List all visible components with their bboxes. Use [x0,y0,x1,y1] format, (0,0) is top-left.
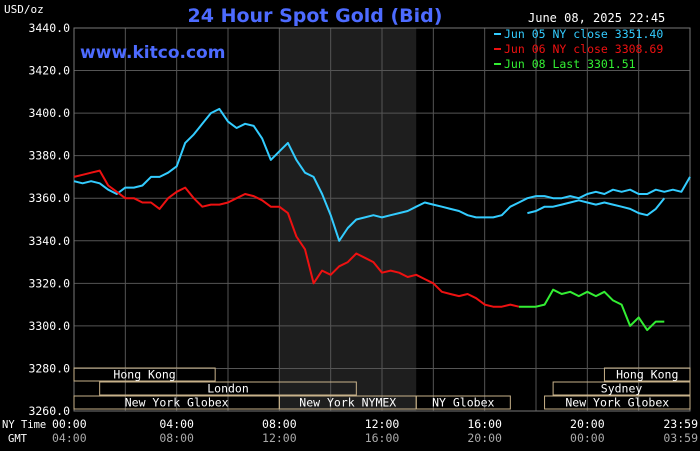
series-line [73,107,691,242]
session-box [603,367,691,382]
series-line [527,197,666,217]
x-tick-label-ny: 16:00 [467,417,502,431]
x-tick-label-ny: 08:00 [262,417,297,431]
legend-entry: Jun 06 NY close 3308.69 [504,42,663,56]
x-tick-label-gmt: 08:00 [159,431,194,445]
unit-label: USD/oz [4,3,44,16]
gmt-label: GMT [8,433,28,445]
legend-swatch [494,48,501,50]
x-tick-label-gmt: 00:00 [570,431,605,445]
session-label: London [207,382,249,396]
x-tick-label-ny: 23:59 [663,417,698,431]
session-label: NY Globex [432,396,494,410]
session-label: New York NYMEX [299,396,396,410]
y-tick-label: 3400.0 [28,106,70,120]
gridlines [73,27,691,412]
x-tick-label-ny: 04:00 [159,417,194,431]
session-box [99,381,357,396]
legend-swatch [494,33,501,35]
y-tick-label: 3300.0 [28,319,70,333]
y-tick-labels: 3260.0 3280.0 3300.0 3320.0 3340.0 3360.0 3380… [28,21,70,418]
series-lines [73,107,691,332]
session-box [552,381,691,396]
session-box [415,395,511,410]
y-tick-label: 3260.0 [28,404,70,418]
session-label: Hong Kong [616,368,678,382]
legend-entry: Jun 05 NY close 3351.40 [504,27,663,41]
series-line [73,169,520,308]
series-line [518,288,665,332]
chart-title: 24 Hour Spot Gold (Bid) [188,5,443,27]
x-tick-label-ny: 00:00 [52,417,87,431]
x-tick-label-gmt: 12:00 [262,431,297,445]
session-label: New York Globex [125,396,229,410]
chart-date: June 08, 2025 22:45 [528,11,665,25]
x-tick-label-ny: 12:00 [365,417,400,431]
y-tick-label: 3280.0 [28,361,70,375]
session-box [73,367,216,382]
x-tick-label-gmt: 16:00 [365,431,400,445]
y-tick-label: 3420.0 [28,64,70,78]
shaded-band [279,28,417,411]
legend: Jun 05 NY close 3351.40 Jun 06 NY close … [494,27,663,71]
x-tick-label-gmt: 20:00 [467,431,502,445]
y-tick-label: 3380.0 [28,149,70,163]
shaded-region [279,28,417,411]
y-tick-label: 3360.0 [28,191,70,205]
x-tick-labels: 00:0004:0004:0008:0008:0012:0012:0016:00… [52,417,698,445]
watermark-url: www.kitco.com [80,43,225,63]
ny-time-label: NY Time [2,419,46,431]
y-tick-label: 3440.0 [28,21,70,35]
session-label: New York Globex [565,396,669,410]
legend-swatch [494,63,501,65]
session-label: Sydney [601,382,643,396]
x-tick-label-ny: 20:00 [570,417,605,431]
y-tick-label: 3340.0 [28,234,70,248]
plot-border [73,27,691,412]
x-tick-label-gmt: 03:59 [663,431,698,445]
session-box [544,395,691,410]
legend-entry: Jun 08 Last 3301.51 [504,57,636,71]
session-label: Hong Kong [113,368,175,382]
y-tick-label: 3320.0 [28,276,70,290]
x-tick-label-gmt: 04:00 [52,431,87,445]
